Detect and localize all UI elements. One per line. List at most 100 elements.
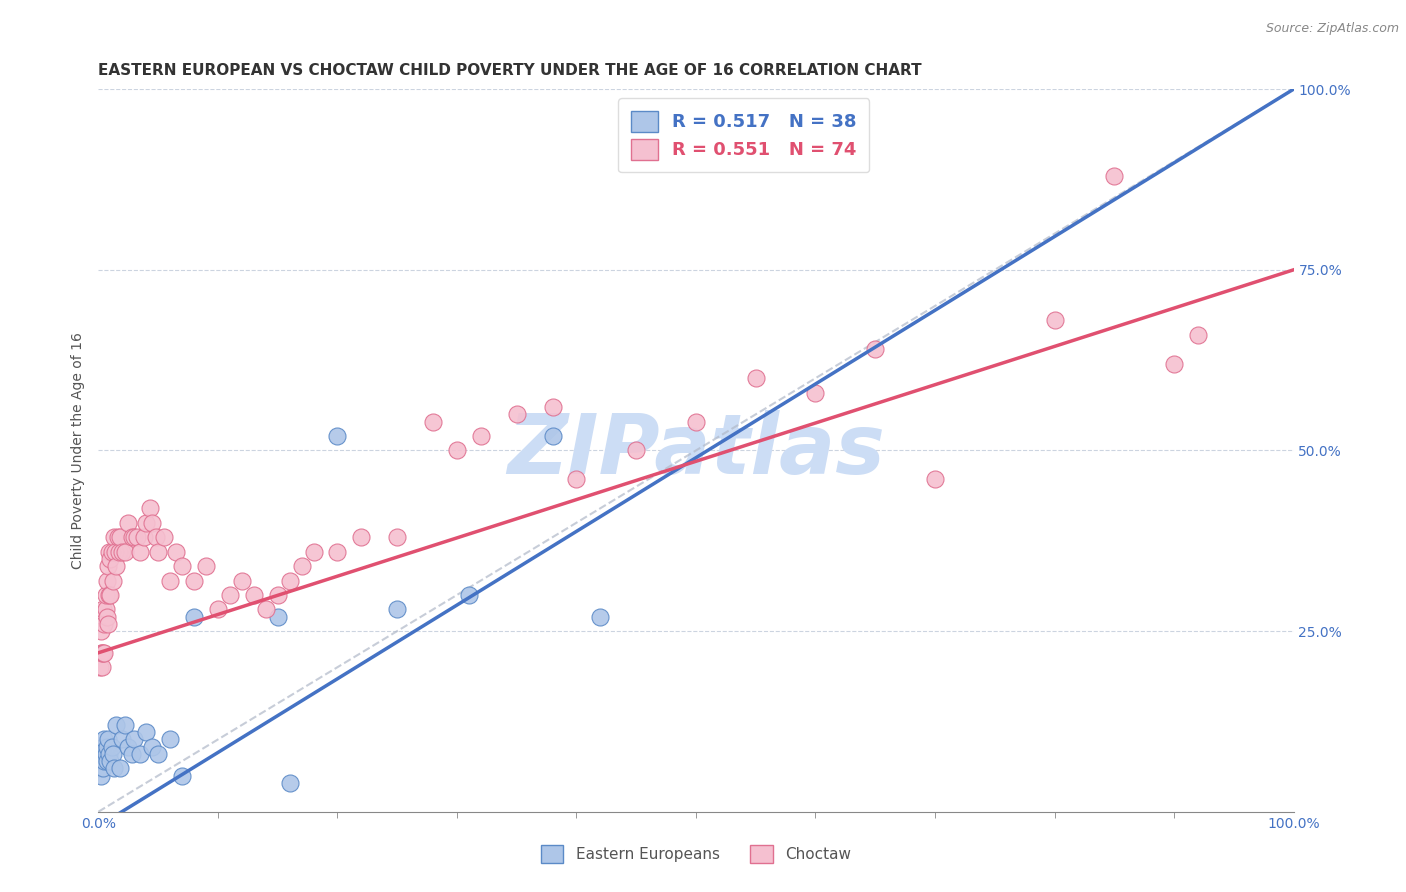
Point: [278, 776, 301, 790]
Point: [103, 761, 125, 775]
Point: [183, 574, 205, 588]
Text: EASTERN EUROPEAN VS CHOCTAW CHILD POVERTY UNDER THE AGE OF 16 CORRELATION CHART: EASTERN EUROPEAN VS CHOCTAW CHILD POVERT…: [98, 63, 922, 78]
Point: [195, 559, 218, 574]
Point: [121, 530, 143, 544]
Point: [139, 501, 162, 516]
Point: [107, 530, 129, 544]
Point: [243, 588, 266, 602]
Point: [111, 544, 134, 558]
Point: [326, 429, 349, 443]
Point: [105, 718, 128, 732]
Point: [141, 739, 163, 754]
Point: [105, 559, 128, 574]
Point: [350, 530, 373, 544]
Y-axis label: Child Poverty Under the Age of 16: Child Poverty Under the Age of 16: [70, 332, 84, 569]
Point: [111, 732, 134, 747]
Point: [865, 343, 887, 357]
Point: [107, 544, 129, 558]
Point: [117, 739, 139, 754]
Point: [93, 754, 115, 768]
Point: [108, 761, 131, 775]
Point: [98, 544, 121, 558]
Point: [165, 544, 187, 558]
Point: [385, 530, 409, 544]
Point: [108, 530, 131, 544]
Point: [302, 544, 325, 558]
Point: [207, 602, 229, 616]
Point: [589, 609, 612, 624]
Point: [254, 602, 277, 616]
Point: [422, 415, 444, 429]
Point: [98, 588, 122, 602]
Point: [91, 660, 114, 674]
Point: [91, 602, 114, 616]
Point: [89, 761, 111, 775]
Point: [135, 725, 157, 739]
Point: [124, 530, 146, 544]
Point: [267, 609, 290, 624]
Point: [98, 754, 122, 768]
Point: [458, 588, 481, 602]
Point: [90, 646, 112, 660]
Point: [326, 544, 349, 558]
Point: [141, 516, 163, 530]
Point: [446, 443, 468, 458]
Point: [541, 400, 564, 414]
Point: [125, 530, 148, 544]
Point: [91, 747, 114, 761]
Point: [541, 429, 564, 443]
Point: [98, 747, 121, 761]
Point: [94, 588, 117, 602]
Point: [93, 616, 115, 631]
Point: [172, 559, 194, 574]
Legend: Eastern Europeans, Choctaw: Eastern Europeans, Choctaw: [534, 839, 858, 869]
Point: [1163, 357, 1185, 371]
Text: Source: ZipAtlas.com: Source: ZipAtlas.com: [1265, 22, 1399, 36]
Point: [219, 588, 242, 602]
Point: [103, 530, 125, 544]
Point: [565, 472, 588, 486]
Point: [385, 602, 409, 616]
Text: ZIPatlas: ZIPatlas: [508, 410, 884, 491]
Point: [172, 769, 194, 783]
Point: [278, 574, 301, 588]
Point: [1187, 327, 1209, 342]
Point: [183, 609, 205, 624]
Point: [90, 754, 112, 768]
Point: [124, 732, 146, 747]
Point: [1104, 169, 1126, 183]
Point: [100, 739, 122, 754]
Point: [101, 747, 124, 761]
Point: [1043, 313, 1066, 327]
Point: [98, 551, 122, 566]
Point: [97, 732, 120, 747]
Point: [145, 530, 167, 544]
Point: [159, 732, 181, 747]
Point: [626, 443, 648, 458]
Point: [97, 616, 120, 631]
Point: [94, 602, 117, 616]
Point: [745, 371, 768, 385]
Point: [121, 747, 143, 761]
Point: [129, 544, 152, 558]
Point: [96, 754, 118, 768]
Point: [506, 407, 529, 421]
Point: [114, 544, 136, 558]
Point: [96, 609, 118, 624]
Point: [91, 739, 114, 754]
Point: [97, 559, 120, 574]
Point: [148, 747, 170, 761]
Point: [101, 574, 124, 588]
Point: [117, 516, 139, 530]
Point: [135, 516, 157, 530]
Point: [94, 747, 117, 761]
Point: [148, 544, 170, 558]
Point: [114, 718, 136, 732]
Point: [104, 544, 127, 558]
Point: [90, 624, 112, 639]
Point: [91, 646, 114, 660]
Point: [685, 415, 707, 429]
Point: [89, 660, 111, 674]
Point: [91, 646, 114, 660]
Point: [93, 732, 115, 747]
